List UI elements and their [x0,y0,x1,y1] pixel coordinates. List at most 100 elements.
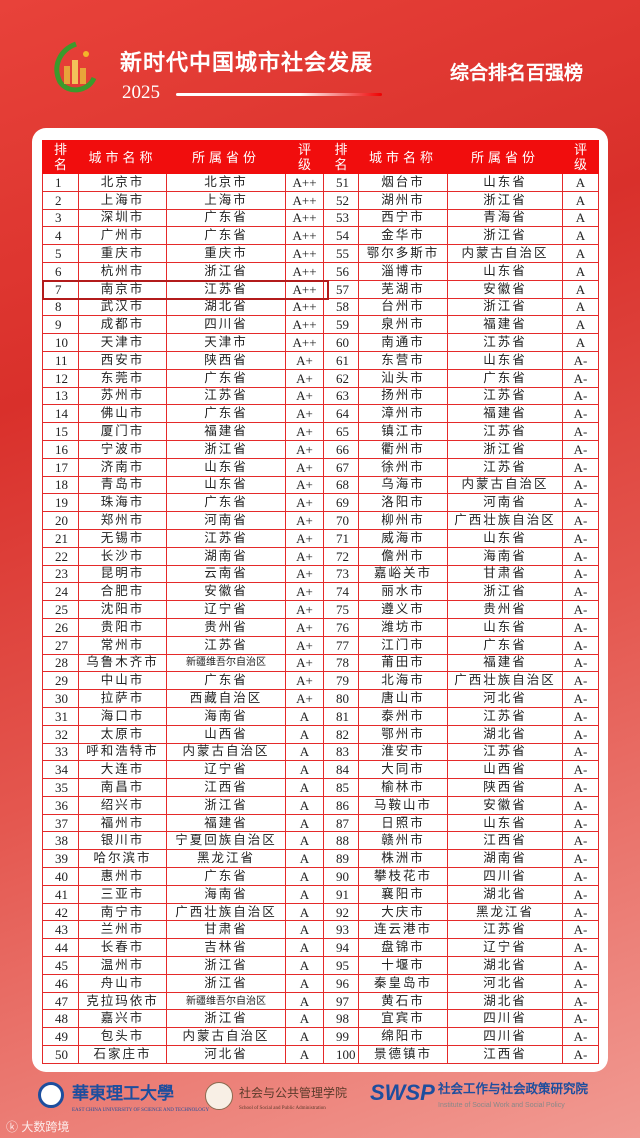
rank-cell: 56 [323,261,359,281]
rank-cell: 94 [323,938,359,958]
rank-cell: 60 [323,333,359,352]
province-cell: 辽宁省 [166,760,286,780]
city-cell: 宜宾市 [358,1009,448,1029]
grade-cell: A [562,244,599,263]
province-cell: 浙江省 [447,439,563,459]
grade-cell: A++ [285,208,324,228]
province-cell: 河北省 [447,973,563,993]
city-cell: 莆田市 [358,653,448,673]
grade-cell: A+ [285,564,324,584]
province-cell: 福建省 [166,813,286,833]
table-row: 39 哈尔滨市 黑龙江省 A 89 株洲市 湖南省 A- [42,849,599,869]
table-row: 50 石家庄市 河北省 A 100 景德镇市 江西省 A- [42,1045,599,1064]
province-cell: 内蒙古自治区 [166,1027,286,1047]
table-row: 18 青岛市 山东省 A+ 68 乌海市 内蒙古自治区 A- [42,475,599,495]
table-row: 41 三亚市 海南省 A 91 襄阳市 湖北省 A- [42,884,599,904]
city-cell: 丽水市 [358,582,448,602]
grade-cell: A- [562,582,599,602]
ecust-name-en: EAST CHINA UNIVERSITY OF SCIENCE AND TEC… [72,1108,210,1113]
grade-cell: A [285,1045,324,1064]
rank-cell: 8 [42,297,79,317]
city-cell: 南昌市 [78,778,167,797]
city-cell: 榆林市 [358,778,448,797]
city-cell: 泉州市 [358,315,448,335]
grade-cell: A- [562,742,599,762]
city-cell: 景德镇市 [358,1045,448,1064]
grade-cell: A+ [285,600,324,619]
province-cell: 山西省 [447,760,563,780]
province-cell: 福建省 [166,422,286,441]
table-row: 27 常州市 江苏省 A+ 77 江门市 广东省 A- [42,635,599,655]
city-cell: 衢州市 [358,439,448,459]
table-header-row: 排名 城市名称 所属省份 评级 排名 城市名称 所属省份 评级 [42,140,599,174]
grade-cell: A [285,973,324,993]
province-cell: 内蒙古自治区 [166,742,286,762]
grade-cell: A+ [285,617,324,637]
rank-cell: 64 [323,404,359,424]
grade-cell: A+ [285,653,324,673]
rank-cell: 42 [42,902,79,922]
city-cell: 重庆市 [78,244,167,263]
city-cell: 宁波市 [78,439,167,459]
province-cell: 青海省 [447,208,563,228]
grade-cell: A [285,867,324,886]
province-cell: 黑龙江省 [447,902,563,922]
title-underline [176,93,382,96]
city-name-header: 城市名称 [78,140,167,174]
province-cell: 江西省 [447,1045,563,1064]
rank-cell: 69 [323,493,359,513]
city-cell: 三亚市 [78,884,167,904]
city-cell: 威海市 [358,528,448,548]
rank-header-label: 排名 [53,142,67,172]
city-cell: 日照市 [358,813,448,833]
city-cell: 深圳市 [78,208,167,228]
city-cell: 南京市 [78,279,167,299]
rank-cell: 79 [323,671,359,691]
province-cell: 浙江省 [447,226,563,246]
city-cell: 昆明市 [78,564,167,584]
grade-cell: A- [562,689,599,708]
province-cell: 湖北省 [166,297,286,317]
province-cell: 广东省 [166,867,286,886]
grade-cell: A- [562,457,599,477]
city-cell: 青岛市 [78,475,167,495]
grade-cell: A [285,849,324,869]
province-cell: 安徽省 [166,582,286,602]
province-cell: 湖北省 [447,956,563,975]
province-cell: 河北省 [166,1045,286,1064]
grade-cell: A- [562,368,599,388]
rank-cell: 67 [323,457,359,477]
city-cell: 淮安市 [358,742,448,762]
province-cell: 浙江省 [447,297,563,317]
province-cell: 广东省 [166,493,286,513]
table-row: 8 武汉市 湖北省 A++ 58 台州市 浙江省 A [42,297,599,317]
province-cell: 浙江省 [166,261,286,281]
table-row: 44 长春市 吉林省 A 94 盘锦市 辽宁省 A- [42,938,599,958]
table-row: 42 南宁市 广西壮族自治区 A 92 大庆市 黑龙江省 A- [42,902,599,922]
rank-cell: 54 [323,226,359,246]
grade-cell: A- [562,422,599,441]
city-cell: 徐州市 [358,457,448,477]
rank-cell: 85 [323,778,359,797]
watermark-logo-icon: ⓚ [6,1120,22,1134]
grade-cell: A- [562,867,599,886]
grade-cell: A+ [285,635,324,655]
rank-cell: 23 [42,564,79,584]
grade-cell: A- [562,635,599,655]
rank-cell: 99 [323,1027,359,1047]
province-cell: 四川省 [447,1009,563,1029]
rank-cell: 90 [323,867,359,886]
city-cell: 大庆市 [358,902,448,922]
province-cell: 河北省 [447,689,563,708]
province-cell: 海南省 [166,706,286,726]
table-row: 38 银川市 宁夏回族自治区 A 88 赣州市 江西省 A- [42,831,599,851]
city-cell: 无锡市 [78,528,167,548]
table-row: 23 昆明市 云南省 A+ 73 嘉峪关市 甘肃省 A- [42,564,599,584]
rank-cell: 46 [42,973,79,993]
grade-header: 评级 [285,140,324,174]
rank-cell: 81 [323,706,359,726]
ecust-seal-icon [38,1082,64,1108]
city-cell: 江门市 [358,635,448,655]
city-cell: 东莞市 [78,368,167,388]
table-row: 21 无锡市 江苏省 A+ 71 威海市 山东省 A- [42,528,599,548]
